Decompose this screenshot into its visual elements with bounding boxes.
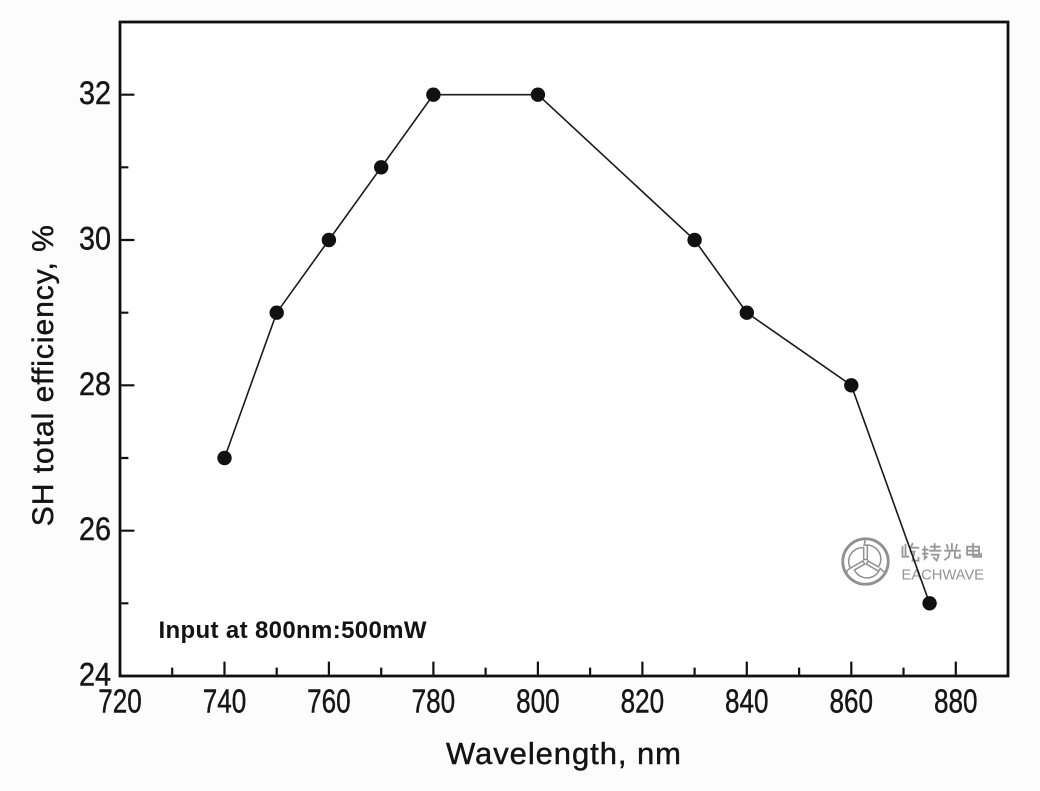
svg-text:720: 720 [98,683,142,720]
svg-text:24: 24 [79,657,111,693]
svg-text:780: 780 [412,683,456,720]
svg-text:760: 760 [307,683,351,720]
svg-text:800: 800 [516,683,560,720]
svg-text:820: 820 [621,683,665,720]
svg-text:32: 32 [79,75,111,111]
svg-text:SH total efficiency, %: SH total efficiency, % [27,225,60,526]
svg-text:880: 880 [934,683,978,720]
svg-text:Input at 800nm:500mW: Input at 800nm:500mW [159,617,427,644]
svg-text:740: 740 [203,683,247,720]
svg-text:840: 840 [725,683,769,720]
svg-text:860: 860 [830,683,874,720]
svg-text:EACHWAVE: EACHWAVE [902,568,985,584]
svg-text:28: 28 [79,366,111,402]
svg-text:Wavelength, nm: Wavelength, nm [446,736,681,771]
svg-text:26: 26 [79,511,111,547]
svg-text:30: 30 [79,221,111,257]
